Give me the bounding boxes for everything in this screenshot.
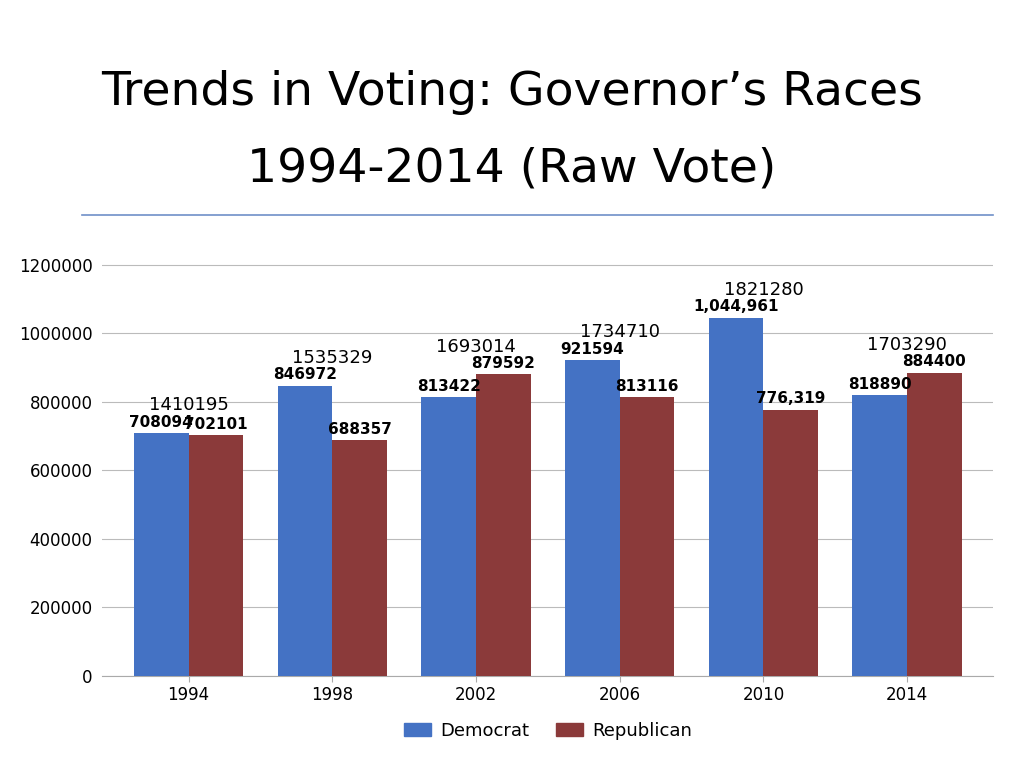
Bar <box>565 360 620 676</box>
Text: 1535329: 1535329 <box>292 349 373 367</box>
Bar <box>763 410 818 676</box>
Text: 708094: 708094 <box>129 415 194 430</box>
Legend: Democrat, Republican: Democrat, Republican <box>396 714 699 747</box>
Bar <box>852 396 907 676</box>
Text: 813116: 813116 <box>615 379 679 394</box>
Bar <box>476 375 530 676</box>
Text: 818890: 818890 <box>848 377 911 392</box>
Bar <box>709 318 763 676</box>
Text: 879592: 879592 <box>471 356 536 371</box>
Text: 1994-2014 (Raw Vote): 1994-2014 (Raw Vote) <box>248 147 776 191</box>
Text: 776,319: 776,319 <box>756 392 825 406</box>
Text: 1,044,961: 1,044,961 <box>693 300 779 314</box>
Text: 1693014: 1693014 <box>436 338 516 356</box>
Bar <box>333 440 387 676</box>
Text: 702101: 702101 <box>184 417 248 432</box>
Text: 813422: 813422 <box>417 379 480 394</box>
Bar <box>278 386 333 676</box>
Text: 884400: 884400 <box>902 354 967 369</box>
Text: 1410195: 1410195 <box>148 396 228 415</box>
Text: 1734710: 1734710 <box>580 323 659 341</box>
Bar <box>620 397 674 676</box>
Text: 846972: 846972 <box>273 367 337 382</box>
Bar <box>188 435 244 676</box>
Text: 1703290: 1703290 <box>867 336 947 354</box>
Bar <box>134 433 188 676</box>
Text: 1821280: 1821280 <box>724 281 803 299</box>
Bar <box>907 372 962 676</box>
Text: 688357: 688357 <box>328 422 391 436</box>
Text: 921594: 921594 <box>560 342 625 356</box>
Text: Trends in Voting: Governor’s Races: Trends in Voting: Governor’s Races <box>101 70 923 114</box>
Bar <box>422 397 476 676</box>
